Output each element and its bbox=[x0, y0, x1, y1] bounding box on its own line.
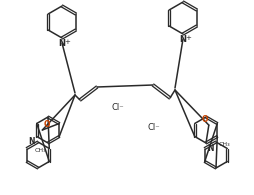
Text: N: N bbox=[180, 35, 186, 44]
Text: +: + bbox=[64, 39, 70, 45]
Text: O: O bbox=[43, 120, 50, 129]
Text: Cl⁻: Cl⁻ bbox=[148, 123, 161, 132]
Text: N: N bbox=[208, 144, 214, 153]
Text: O: O bbox=[201, 115, 208, 124]
Text: N: N bbox=[28, 137, 35, 146]
Text: Cl⁻: Cl⁻ bbox=[112, 104, 125, 113]
Text: N: N bbox=[58, 39, 66, 48]
Text: +: + bbox=[185, 35, 191, 41]
Text: CH₃: CH₃ bbox=[219, 142, 231, 146]
Text: CH₃: CH₃ bbox=[35, 148, 46, 153]
